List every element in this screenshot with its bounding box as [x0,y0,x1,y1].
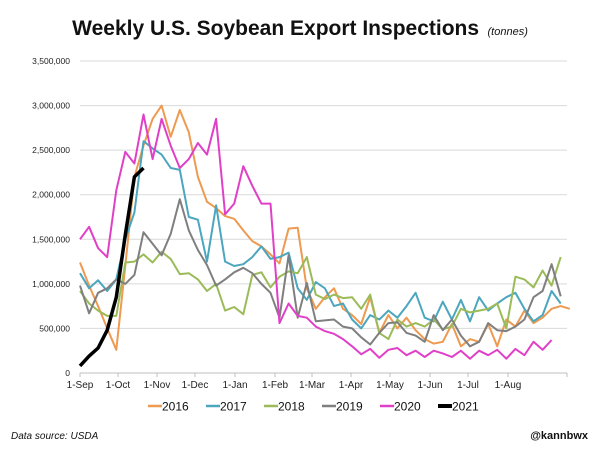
y-tick-label: 500,000 [39,323,70,333]
series-lines [78,104,571,368]
x-tick-label: 1-Jul [457,380,479,391]
x-tick-label: 1-Dec [182,380,209,391]
y-tick-label: 1,500,000 [32,234,70,244]
x-tick-label: 1-Feb [262,380,289,391]
legend-label-2017: 2017 [220,400,247,414]
x-tick-label: 1-Aug [495,380,522,391]
series-line-2017 [79,140,562,330]
x-tick-label: 1-Nov [144,380,171,391]
y-tick-label: 3,000,000 [32,101,70,111]
x-tick-label: 1-Jan [222,380,247,391]
data-source-note: Data source: USDA [11,431,99,442]
x-tick-label: 1-Sep [67,380,94,391]
legend-label-2016: 2016 [162,400,189,414]
y-tick-label: 2,000,000 [32,190,70,200]
author-handle: @kannbwx [530,430,588,442]
y-axis-ticks: 0 500,000 1,000,000 1,500,000 2,000,000 2,500… [32,56,70,378]
x-tick-label: 1-May [376,380,404,391]
chart-subtitle: (tonnes) [487,26,528,38]
x-axis: 1-Sep 1-Oct 1-Nov 1-Dec 1-Jan 1-Feb 1-Mar 1-Apr… [67,373,568,391]
legend-label-2020: 2020 [394,400,421,414]
x-tick-label: 1-Oct [106,380,131,391]
series-line-2020 [79,113,553,360]
series-line-2016 [79,104,571,351]
legend: 2016 2017 2018 2019 2020 2021 [148,400,479,414]
y-tick-label: 3,500,000 [32,56,70,66]
legend-label-2021: 2021 [452,400,479,414]
x-tick-label: 1-Mar [299,380,326,391]
series-line-2019 [79,198,562,348]
legend-label-2018: 2018 [278,400,305,414]
y-tick-label: 0 [65,368,70,378]
x-tick-label: 1-Jun [417,380,442,391]
chart-title-block: Weekly U.S. Soybean Export Inspections (… [0,17,600,41]
y-tick-label: 2,500,000 [32,145,70,155]
y-tick-label: 1,000,000 [32,279,70,289]
legend-label-2019: 2019 [336,400,363,414]
gridlines [80,60,567,374]
x-tick-label: 1-Apr [339,380,364,391]
series-line-2021 [78,166,145,368]
chart-title: Weekly U.S. Soybean Export Inspections [72,17,480,40]
